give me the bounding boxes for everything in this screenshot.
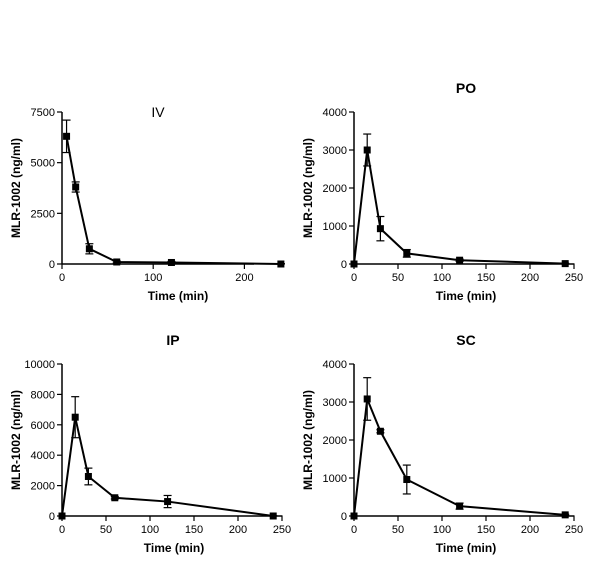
data-point xyxy=(113,258,121,266)
data-point xyxy=(71,413,79,421)
data-point xyxy=(72,183,80,191)
data-point xyxy=(363,146,371,154)
data-point xyxy=(350,260,358,268)
x-tick-label: 250 xyxy=(273,524,291,536)
y-tick-label: 6000 xyxy=(31,420,55,432)
y-tick-label: 0 xyxy=(49,511,55,523)
chart-panel-3: 0 2000 4000 6000 8000 10000 0 50 100 150 200 250 Tim… xyxy=(9,332,291,555)
data-point xyxy=(376,427,384,435)
x-axis-title: Time (min) xyxy=(436,289,496,303)
y-tick-label: 0 xyxy=(341,511,347,523)
x-tick-label: 0 xyxy=(59,524,65,536)
data-point xyxy=(456,256,464,264)
x-tick-label: 100 xyxy=(141,524,159,536)
y-tick-label: 8000 xyxy=(31,389,55,401)
x-tick-label: 200 xyxy=(229,524,247,536)
data-point xyxy=(561,260,569,268)
panel-title: IP xyxy=(166,332,179,348)
y-tick-label: 2000 xyxy=(323,435,347,447)
x-tick-label: 50 xyxy=(392,272,404,284)
data-point xyxy=(561,511,569,519)
y-tick-label: 0 xyxy=(341,259,347,271)
x-tick-label: 250 xyxy=(565,524,583,536)
data-point xyxy=(363,395,371,403)
x-tick-label: 200 xyxy=(521,524,539,536)
data-point xyxy=(277,260,285,268)
x-axis-title: Time (min) xyxy=(148,289,208,303)
data-point xyxy=(85,245,93,253)
y-tick-label: 10000 xyxy=(24,359,55,371)
y-tick-label: 2000 xyxy=(323,183,347,195)
x-tick-label: 150 xyxy=(185,524,203,536)
data-point xyxy=(350,512,358,520)
x-tick-label: 200 xyxy=(521,272,539,284)
x-tick-label: 200 xyxy=(235,272,253,284)
y-tick-label: 1000 xyxy=(323,473,347,485)
x-tick-label: 150 xyxy=(477,272,495,284)
data-point xyxy=(403,476,411,484)
y-tick-label: 2500 xyxy=(31,208,55,220)
data-point xyxy=(84,472,92,480)
y-tick-label: 3000 xyxy=(323,397,347,409)
y-tick-label: 3000 xyxy=(323,145,347,157)
data-point xyxy=(58,512,66,520)
data-point xyxy=(376,225,384,233)
data-point xyxy=(167,258,175,266)
x-tick-label: 0 xyxy=(59,272,65,284)
data-point xyxy=(63,132,71,140)
x-axis-title: Time (min) xyxy=(144,541,204,555)
x-tick-label: 100 xyxy=(433,524,451,536)
data-point xyxy=(111,494,119,502)
y-axis-title: MLR-1002 (ng/ml) xyxy=(301,138,315,238)
y-tick-label: 4000 xyxy=(323,359,347,371)
data-point xyxy=(456,502,464,510)
y-axis-title: MLR-1002 (ng/ml) xyxy=(9,390,23,490)
data-point xyxy=(164,498,172,506)
x-tick-label: 250 xyxy=(565,272,583,284)
series-line xyxy=(353,149,566,265)
panel-title: SC xyxy=(456,332,475,348)
x-tick-label: 100 xyxy=(144,272,162,284)
data-point xyxy=(269,512,277,520)
y-tick-label: 4000 xyxy=(323,107,347,119)
data-point xyxy=(403,249,411,257)
x-tick-label: 150 xyxy=(477,524,495,536)
x-tick-label: 0 xyxy=(351,524,357,536)
panel-title: IV xyxy=(151,104,165,120)
x-tick-label: 100 xyxy=(433,272,451,284)
chart-panel-2: 0 1000 2000 3000 4000 0 50 100 150 200 250 Time (mi… xyxy=(301,80,583,303)
series-line xyxy=(61,416,274,517)
x-tick-label: 50 xyxy=(100,524,112,536)
y-tick-label: 4000 xyxy=(31,450,55,462)
series-line xyxy=(65,136,281,265)
y-axis-title: MLR-1002 (ng/ml) xyxy=(9,138,23,238)
y-tick-label: 5000 xyxy=(31,158,55,170)
y-tick-label: 0 xyxy=(49,259,55,271)
y-tick-label: 2000 xyxy=(31,481,55,493)
series-line xyxy=(353,397,566,517)
panel-title: PO xyxy=(456,80,476,96)
x-tick-label: 0 xyxy=(351,272,357,284)
chart-panel-1: 0 2500 5000 7500 0 100 200 Time (min) MLR-1002 (… xyxy=(9,104,285,303)
y-tick-label: 1000 xyxy=(323,221,347,233)
x-tick-label: 50 xyxy=(392,524,404,536)
chart-panel-4: 0 1000 2000 3000 4000 0 50 100 150 200 250 Time (mi… xyxy=(301,332,583,555)
y-axis-title: MLR-1002 (ng/ml) xyxy=(301,390,315,490)
x-axis-title: Time (min) xyxy=(436,541,496,555)
y-tick-label: 7500 xyxy=(31,107,55,119)
